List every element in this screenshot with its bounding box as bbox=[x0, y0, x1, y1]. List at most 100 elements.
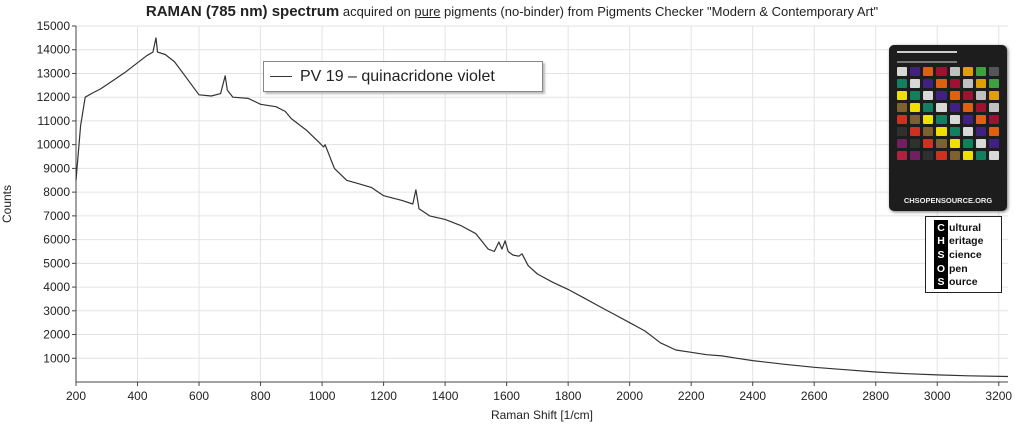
y-tick-label: 5000 bbox=[43, 256, 70, 270]
checker-swatch bbox=[910, 67, 921, 76]
checker-swatch bbox=[910, 127, 921, 136]
y-tick-label: 13000 bbox=[37, 66, 71, 80]
checker-swatch bbox=[949, 79, 960, 88]
legend-label: PV 19 – quinacridone violet bbox=[300, 67, 495, 85]
x-axis-title: Raman Shift [1/cm] bbox=[491, 408, 593, 422]
checker-swatch bbox=[975, 91, 986, 100]
checker-header bbox=[897, 51, 957, 63]
checker-swatch bbox=[897, 115, 908, 124]
checker-swatch bbox=[936, 67, 947, 76]
checker-swatch bbox=[949, 67, 960, 76]
checker-swatch bbox=[897, 127, 908, 136]
checker-swatch bbox=[975, 151, 986, 160]
x-tick-label: 2400 bbox=[739, 389, 766, 403]
y-tick-label: 7000 bbox=[43, 209, 70, 223]
x-tick-label: 800 bbox=[251, 389, 271, 403]
chsos-logo-letter: S bbox=[937, 276, 945, 289]
spectrum-line bbox=[75, 37, 1009, 378]
checker-swatch bbox=[923, 103, 934, 112]
x-tick-label: 2200 bbox=[678, 389, 705, 403]
checker-swatch bbox=[936, 139, 947, 148]
x-tick-label: 1200 bbox=[370, 389, 397, 403]
chsos-logo-letter: S bbox=[937, 248, 945, 261]
checker-swatch bbox=[988, 67, 999, 76]
checker-swatch bbox=[936, 79, 947, 88]
checker-footer-text: CHSOPENSOURCE.ORG bbox=[903, 196, 993, 205]
checker-swatch bbox=[988, 103, 999, 112]
checker-swatch bbox=[962, 139, 973, 148]
y-tick-label: 14000 bbox=[37, 43, 71, 57]
checker-swatch bbox=[910, 103, 921, 112]
checker-swatch bbox=[897, 151, 908, 160]
y-tick-label: 6000 bbox=[43, 233, 70, 247]
checker-swatch bbox=[923, 67, 934, 76]
chsos-logo-bar bbox=[934, 220, 948, 289]
y-tick-label: 1000 bbox=[43, 351, 70, 365]
checker-swatch bbox=[962, 115, 973, 124]
checker-swatch bbox=[949, 91, 960, 100]
x-tick-label: 3000 bbox=[924, 389, 951, 403]
x-tick-label: 3200 bbox=[985, 389, 1012, 403]
checker-swatch bbox=[910, 79, 921, 88]
x-tick-label: 200 bbox=[66, 389, 86, 403]
chart-title: RAMAN (785 nm) spectrum acquired on pure… bbox=[0, 3, 1024, 20]
chsos-logo-word: pen bbox=[949, 262, 968, 275]
checker-swatch bbox=[923, 127, 934, 136]
checker-swatch bbox=[923, 79, 934, 88]
checker-swatch bbox=[975, 103, 986, 112]
checker-swatch bbox=[923, 115, 934, 124]
checker-swatch bbox=[975, 67, 986, 76]
checker-swatch bbox=[975, 79, 986, 88]
checker-swatch bbox=[975, 127, 986, 136]
x-tick-label: 1800 bbox=[555, 389, 582, 403]
checker-swatch bbox=[988, 139, 999, 148]
checker-swatch bbox=[910, 151, 921, 160]
checker-swatch bbox=[962, 127, 973, 136]
y-tick-label: 11000 bbox=[38, 114, 71, 128]
checker-swatch bbox=[988, 151, 999, 160]
legend: PV 19 – quinacridone violet bbox=[263, 61, 543, 92]
x-tick-label: 1000 bbox=[309, 389, 336, 403]
checker-swatch bbox=[988, 127, 999, 136]
checker-swatch bbox=[949, 151, 960, 160]
chart-title-rest: pigments (no-binder) from Pigments Check… bbox=[440, 4, 879, 19]
checker-swatch-grid bbox=[897, 67, 999, 160]
y-tick-label: 3000 bbox=[43, 304, 70, 318]
checker-swatch bbox=[962, 151, 973, 160]
checker-swatch bbox=[897, 91, 908, 100]
chart-title-underlined: pure bbox=[414, 4, 441, 19]
chsos-logo-letter: H bbox=[937, 235, 945, 248]
checker-swatch bbox=[936, 127, 947, 136]
checker-swatch bbox=[923, 139, 934, 148]
y-tick-label: 4000 bbox=[43, 280, 70, 294]
checker-swatch bbox=[897, 139, 908, 148]
checker-swatch bbox=[936, 151, 947, 160]
checker-swatch bbox=[949, 127, 960, 136]
y-tick-label: 2000 bbox=[43, 328, 70, 342]
chsos-logo-word: cience bbox=[949, 248, 982, 261]
checker-swatch bbox=[975, 115, 986, 124]
y-tick-label: 12000 bbox=[37, 90, 71, 104]
checker-swatch bbox=[936, 103, 947, 112]
checker-swatch bbox=[897, 79, 908, 88]
checker-swatch bbox=[962, 67, 973, 76]
y-tick-label: 8000 bbox=[43, 185, 70, 199]
chsos-logo-word: ource bbox=[949, 276, 978, 289]
x-tick-label: 2800 bbox=[862, 389, 889, 403]
y-tick-label: 15000 bbox=[37, 19, 71, 33]
chsos-logo-word: ultural bbox=[949, 221, 982, 234]
checker-swatch bbox=[936, 115, 947, 124]
y-axis-title: Counts bbox=[0, 185, 14, 223]
x-tick-label: 1600 bbox=[493, 389, 520, 403]
checker-swatch bbox=[910, 139, 921, 148]
chart-title-bold: RAMAN (785 nm) spectrum bbox=[145, 3, 340, 20]
checker-swatch bbox=[897, 67, 908, 76]
y-tick-label: 9000 bbox=[43, 161, 70, 175]
legend-swatch bbox=[270, 76, 292, 77]
checker-swatch bbox=[962, 103, 973, 112]
checker-swatch bbox=[949, 115, 960, 124]
